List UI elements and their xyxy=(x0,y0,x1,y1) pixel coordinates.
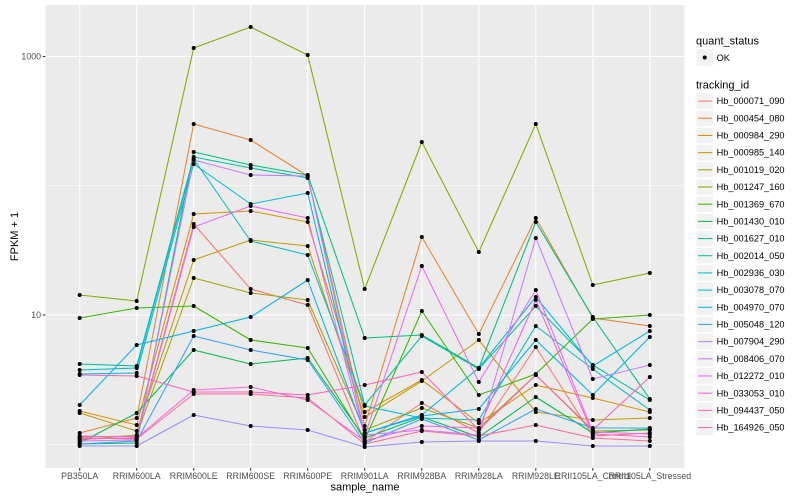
svg-text:Hb_003078_070: Hb_003078_070 xyxy=(717,285,785,295)
svg-text:quant_status: quant_status xyxy=(696,36,759,48)
svg-text:RRIM928BA: RRIM928BA xyxy=(397,471,446,481)
svg-text:PB350LA: PB350LA xyxy=(61,471,98,481)
svg-text:Hb_005048_120: Hb_005048_120 xyxy=(717,320,785,330)
svg-text:RRIM928LE: RRIM928LE xyxy=(512,471,560,481)
svg-text:Hb_001627_010: Hb_001627_010 xyxy=(717,234,785,244)
svg-text:10: 10 xyxy=(31,310,41,320)
svg-text:Hb_033053_010: Hb_033053_010 xyxy=(717,388,785,398)
svg-text:RRIM901LA: RRIM901LA xyxy=(341,471,389,481)
svg-text:Hb_000984_290: Hb_000984_290 xyxy=(717,131,785,141)
svg-text:sample_name: sample_name xyxy=(330,482,399,494)
svg-text:Hb_002014_050: Hb_002014_050 xyxy=(717,251,785,261)
svg-text:Hb_000071_090: Hb_000071_090 xyxy=(717,96,785,106)
svg-text:Hb_012272_010: Hb_012272_010 xyxy=(717,371,785,381)
svg-text:Hb_004970_070: Hb_004970_070 xyxy=(717,302,785,312)
svg-text:Hb_001019_020: Hb_001019_020 xyxy=(717,165,785,175)
svg-text:Hb_001247_160: Hb_001247_160 xyxy=(717,182,785,192)
svg-text:Hb_000985_140: Hb_000985_140 xyxy=(717,148,785,158)
svg-text:RRIM600LE: RRIM600LE xyxy=(170,471,218,481)
svg-text:FPKM + 1: FPKM + 1 xyxy=(9,212,21,261)
svg-text:tracking_id: tracking_id xyxy=(696,80,749,92)
svg-text:Hb_164926_050: Hb_164926_050 xyxy=(717,423,785,433)
svg-text:Hb_001430_010: Hb_001430_010 xyxy=(717,216,785,226)
svg-text:1000: 1000 xyxy=(21,52,41,62)
svg-text:Hb_001369_670: Hb_001369_670 xyxy=(717,199,785,209)
svg-text:Hb_008406_070: Hb_008406_070 xyxy=(717,354,785,364)
svg-text:RRIM600LA: RRIM600LA xyxy=(113,471,161,481)
svg-text:RRII105LA_Stressed: RRII105LA_Stressed xyxy=(608,471,691,481)
svg-text:RRII105LA_Control: RRII105LA_Control xyxy=(555,471,631,481)
svg-text:OK: OK xyxy=(717,53,731,63)
svg-text:Hb_007904_290: Hb_007904_290 xyxy=(717,337,785,347)
svg-text:RRIM928LA: RRIM928LA xyxy=(455,471,503,481)
svg-text:Hb_002936_030: Hb_002936_030 xyxy=(717,268,785,278)
svg-text:RRIM600SE: RRIM600SE xyxy=(226,471,275,481)
svg-text:Hb_094437_050: Hb_094437_050 xyxy=(717,405,785,415)
svg-text:RRIM600PE: RRIM600PE xyxy=(283,471,332,481)
svg-text:Hb_000454_080: Hb_000454_080 xyxy=(717,113,785,123)
